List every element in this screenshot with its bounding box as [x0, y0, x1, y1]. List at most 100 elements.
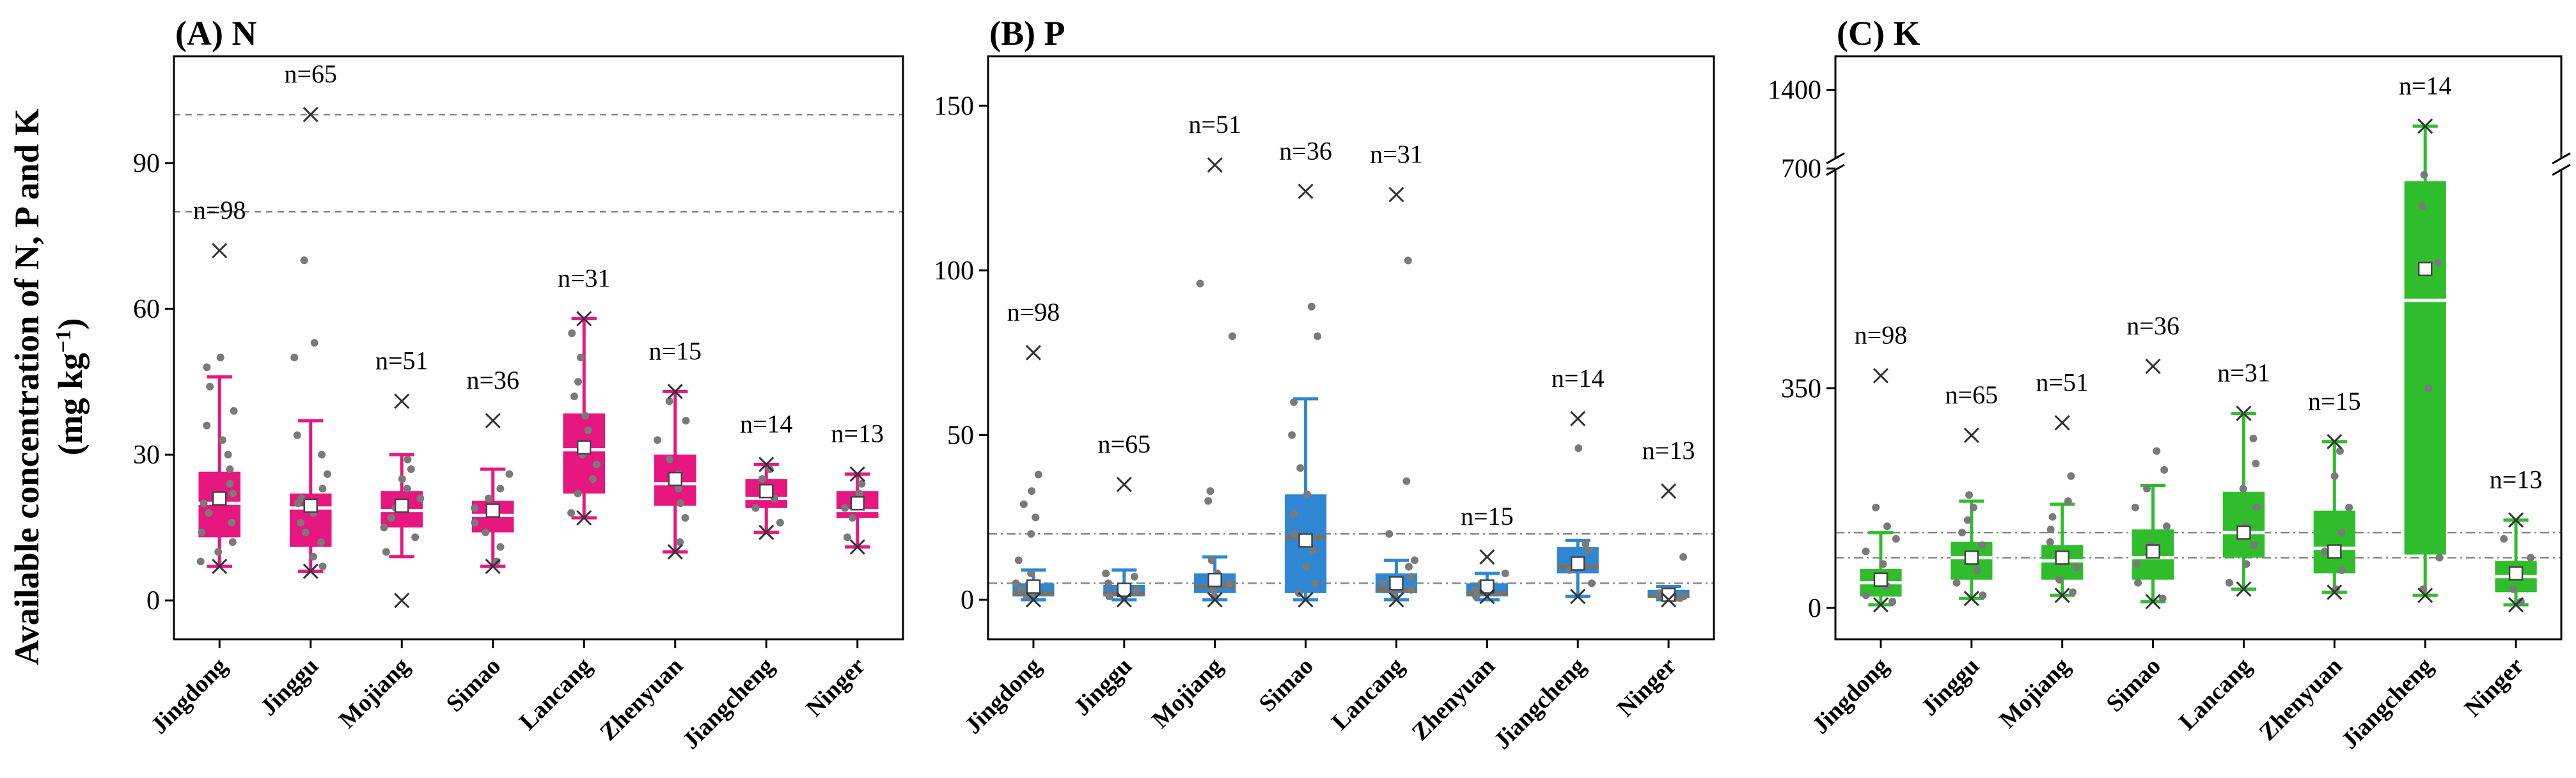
data-point	[1872, 503, 1880, 511]
data-point	[1587, 579, 1596, 587]
y-tick-label: 350	[1781, 374, 1821, 403]
data-point	[1032, 513, 1040, 522]
data-point	[858, 479, 866, 488]
min-marker	[2417, 587, 2433, 603]
data-point	[2143, 485, 2151, 493]
max-marker-b	[485, 412, 501, 429]
min-marker-b	[1479, 588, 1495, 605]
data-point	[2336, 447, 2344, 455]
min-marker-b	[576, 510, 592, 526]
x-tick-label-jiangcheng: Jiangcheng	[2336, 653, 2439, 755]
box-zhenyuan: n=15	[1461, 502, 1514, 605]
data-point	[2527, 554, 2535, 562]
data-point	[1958, 529, 1967, 537]
data-point	[1104, 579, 1113, 587]
data-point	[1404, 256, 1412, 265]
n-label: n=15	[2308, 387, 2361, 416]
panel-c-k: n=98 n=65 n=51 n=36 n=31 n=15 n=14 n=13 0 350 700 1…	[1768, 14, 2571, 755]
mean-marker	[850, 495, 865, 511]
data-point	[1407, 586, 1415, 594]
y-tick-label: 700	[1781, 155, 1821, 184]
data-point	[1017, 586, 1025, 594]
data-point	[1470, 586, 1479, 594]
data-point	[2153, 447, 2161, 455]
x-tick-label-jinggu: Jinggu	[1069, 653, 1137, 721]
axis-break-mark-0-1	[1826, 164, 1845, 176]
min-marker	[1116, 592, 1132, 608]
data-point	[2133, 560, 2141, 568]
data-point	[2131, 503, 2139, 511]
x-tick-label-jiangcheng: Jiangcheng	[677, 653, 780, 755]
min-marker-b	[667, 544, 683, 560]
max-marker	[1116, 476, 1132, 492]
data-point	[2345, 503, 2353, 511]
data-point	[1314, 332, 1322, 340]
data-point	[1307, 302, 1315, 311]
data-point	[2046, 538, 2054, 546]
data-point	[577, 354, 585, 362]
data-point	[1407, 573, 1415, 581]
mean-marker	[1661, 587, 1676, 602]
data-point	[226, 465, 234, 473]
data-point	[205, 509, 213, 517]
x-tick-label-jinggu: Jinggu	[255, 653, 324, 721]
data-point	[2072, 563, 2080, 572]
data-point	[574, 490, 582, 497]
data-point	[1302, 563, 1310, 571]
mean-marker	[1026, 579, 1041, 594]
max-marker-b	[1661, 483, 1677, 499]
min-marker-b	[2145, 594, 2161, 610]
data-point	[848, 514, 856, 522]
max-marker	[667, 384, 683, 400]
data-point	[1206, 487, 1214, 495]
min-marker-b	[758, 524, 774, 540]
x-tick-label-jingdong: Jingdong	[1807, 653, 1894, 740]
box-simao: n=36	[2126, 311, 2179, 610]
data-point	[568, 329, 576, 338]
min-marker-b	[1873, 596, 1889, 613]
y-tick-label: 0	[146, 586, 160, 616]
max-marker	[1207, 157, 1223, 173]
data-point	[206, 382, 214, 391]
x-tick-label-ninger: Ninger	[801, 653, 870, 722]
box-lancang: n=31	[558, 263, 611, 526]
data-point	[1965, 491, 1974, 499]
max-marker-b	[849, 466, 865, 482]
n-label: n=31	[1370, 139, 1423, 168]
data-point	[676, 499, 684, 508]
n-label: n=13	[1642, 436, 1695, 465]
min-marker-b	[1025, 592, 1041, 608]
y-tick-label: 150	[934, 91, 974, 121]
box-iqr	[2313, 510, 2355, 573]
n-label: n=36	[2126, 311, 2179, 340]
data-point	[681, 514, 689, 522]
panel-title: (B) P	[989, 14, 1065, 52]
max-marker	[1570, 410, 1586, 426]
data-point	[2420, 171, 2428, 179]
y-tick-label: 100	[934, 256, 974, 286]
box-lancang: n=31	[1370, 139, 1423, 608]
data-point	[1209, 586, 1217, 594]
n-label: n=51	[1188, 110, 1241, 139]
mean-marker	[1480, 579, 1495, 594]
mean-marker	[2508, 566, 2524, 581]
max-marker	[1388, 187, 1404, 203]
y-tick-label: 0	[1808, 594, 1821, 623]
max-marker	[849, 466, 865, 482]
max-marker-b	[1025, 345, 1041, 361]
box-zhenyuan: n=15	[648, 336, 702, 560]
data-point	[198, 528, 206, 536]
n-label: n=65	[284, 59, 337, 88]
box-zhenyuan: n=15	[2308, 387, 2361, 600]
box-jinggu: n=65	[1945, 380, 1998, 607]
data-point	[1404, 563, 1413, 571]
data-point	[290, 354, 299, 362]
data-point	[567, 509, 576, 517]
min-marker-b	[1963, 591, 1979, 607]
data-point	[317, 538, 326, 546]
y-tick-label: 30	[133, 440, 160, 470]
n-label: n=98	[1007, 298, 1060, 327]
data-point	[674, 485, 682, 493]
n-label: n=14	[1551, 364, 1605, 393]
